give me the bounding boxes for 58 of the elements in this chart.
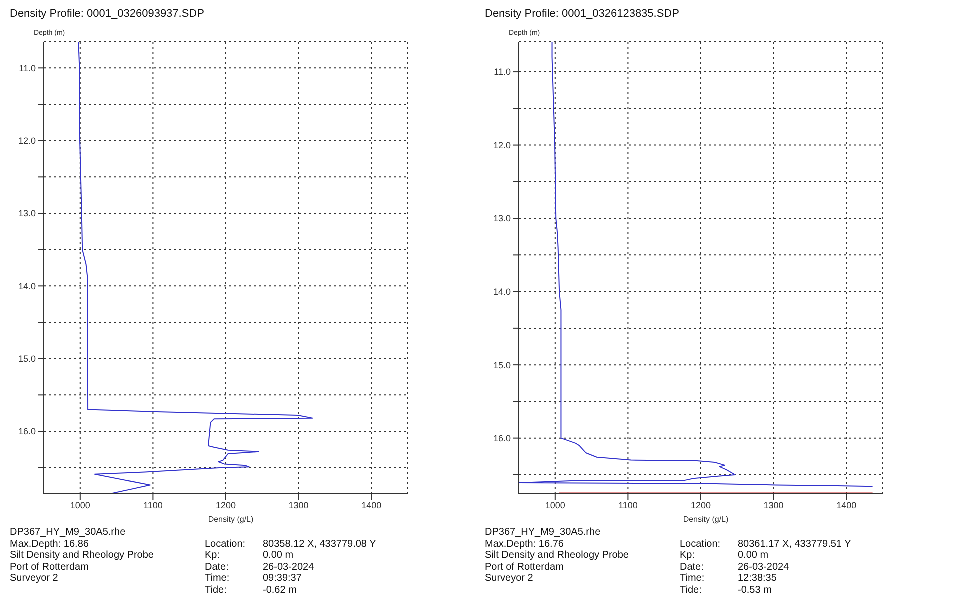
text: 09:39:37 <box>263 573 302 584</box>
y-tick-label: 13.0 <box>493 214 511 224</box>
text: Max.Depth: 16.76 <box>485 538 565 550</box>
y-tick-label: 15.0 <box>493 360 511 370</box>
text: Port of Rotterdam <box>10 562 90 573</box>
text: 12:38:35 <box>738 573 777 584</box>
text: Time: <box>680 573 706 584</box>
y-tick-label: 12.0 <box>493 140 511 150</box>
text: 0.00 m <box>263 550 294 562</box>
chart-title: Density Profile: 0001_0326123835.SDP <box>484 8 680 22</box>
y-tick-label: 11.0 <box>494 67 511 78</box>
text: DP367_HY_M9_30A5.rhe <box>485 527 602 538</box>
text: Kp: <box>205 550 222 562</box>
text: Surveyor 2 <box>10 573 60 584</box>
y-tick-label: 16.0 <box>493 434 511 444</box>
x-tick-label: 1300 <box>764 500 784 510</box>
text: 80361.17 X, 433779.51 Y <box>738 538 852 550</box>
text: Max.Depth: 16.86 <box>10 538 90 550</box>
text: Surveyor 2 <box>485 573 534 584</box>
text: Tide: <box>205 584 228 596</box>
x-tick-label: 1100 <box>618 500 638 510</box>
x-tick-label: 1000 <box>545 500 566 510</box>
text: Location: <box>205 538 247 550</box>
x-tick-label: 1000 <box>70 500 90 510</box>
text: 80358.12 X, 433779.08 Y <box>263 538 376 550</box>
x-tick-label: 1100 <box>144 500 163 510</box>
y-tick-label: 12.0 <box>18 136 36 146</box>
text: Time: <box>205 573 231 584</box>
text: 26-03-2024 <box>263 562 314 573</box>
text: Kp: <box>680 550 696 562</box>
line-series <box>78 42 314 494</box>
text: Silt Density and Rheology Probe <box>10 550 155 562</box>
text: DP367_HY_M9_30A5.rhe <box>10 527 127 538</box>
text: Date: <box>680 562 705 573</box>
x-tick-label: 1200 <box>690 500 712 510</box>
text: Date: <box>205 562 230 573</box>
text: -0.53 m <box>738 584 772 596</box>
x-axis-title: Density (g/L) <box>682 514 730 525</box>
text: 26-03-2024 <box>738 562 790 573</box>
x-axis-title: Density (g/L) <box>207 514 255 525</box>
y-tick-label: 16.0 <box>18 426 36 437</box>
x-tick-label: 1400 <box>836 500 857 510</box>
text: 0.00 m <box>738 550 769 562</box>
y-tick-label: 15.0 <box>18 354 36 364</box>
x-tick-label: 1400 <box>362 500 382 510</box>
x-tick-label: 1200 <box>216 500 236 510</box>
y-tick-label: 11.0 <box>19 63 36 74</box>
y-tick-label: 14.0 <box>493 287 511 298</box>
line-series <box>519 42 874 488</box>
y-tick-label: 14.0 <box>18 281 36 292</box>
text: Port of Rotterdam <box>485 562 565 573</box>
text: Silt Density and Rheology Probe <box>485 550 630 562</box>
text: Tide: <box>680 584 703 596</box>
chart-title: Density Profile: 0001_0326093937.SDP <box>9 8 206 22</box>
x-tick-label: 1300 <box>288 500 309 510</box>
text: Location: <box>680 538 722 550</box>
text: -0.62 m <box>263 584 297 596</box>
y-tick-label: 13.0 <box>18 208 36 219</box>
